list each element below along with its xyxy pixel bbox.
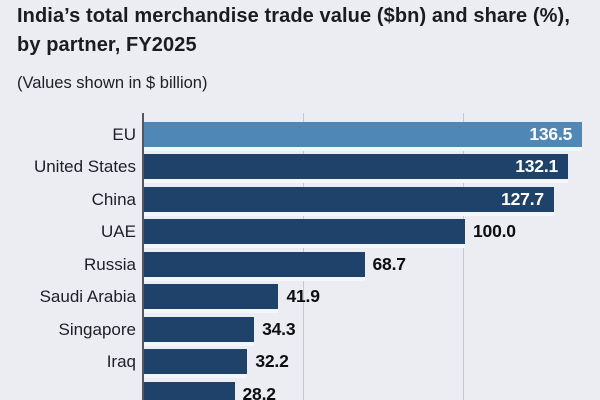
bar: 136.5 (144, 121, 583, 147)
category-label: United States (33, 157, 136, 176)
value-label: 34.3 (262, 318, 296, 339)
category-label: Iraq (106, 352, 136, 371)
category-label: Saudi Arabia (39, 287, 136, 306)
chart-subtitle: (Values shown in $ billion) (17, 74, 208, 92)
bar-row: Saudi Arabia 41.9 (0, 284, 600, 309)
bar-row: China 127.7 (0, 186, 600, 212)
value-label: 127.7 (501, 188, 544, 209)
bar (144, 349, 248, 374)
bar-row: UAE 100.0 (0, 219, 600, 244)
value-label: 100.0 (473, 221, 516, 241)
value-label: 32.2 (255, 351, 289, 371)
bar-row: Singapore 34.3 (0, 316, 600, 342)
bar: 127.7 (144, 186, 554, 212)
bar-row: Iraq 32.2 (0, 349, 600, 374)
bar (144, 219, 465, 244)
bar: 132.1 (144, 154, 569, 179)
value-label: 41.9 (286, 286, 320, 306)
value-label: 136.5 (529, 123, 573, 144)
gridline-x-100 (463, 113, 464, 400)
bar-row: 28.2 (0, 381, 600, 400)
bar-row: Russia 68.7 (0, 251, 600, 277)
value-label: 68.7 (372, 253, 406, 274)
bar (144, 381, 235, 400)
bar (144, 251, 365, 277)
chart-title: India’s total merchandise trade value ($… (17, 5, 570, 56)
y-axis-line (142, 113, 144, 400)
category-label: Russia (84, 254, 136, 274)
bar (144, 284, 279, 309)
bar (144, 316, 255, 342)
plot-area: EU 136.5 United States 132.1 China 127.7 UAE 10… (0, 113, 600, 400)
value-label: 132.1 (515, 156, 559, 176)
value-label: 28.2 (242, 383, 276, 400)
category-label: UAE (101, 222, 136, 241)
category-label: Singapore (58, 319, 136, 339)
bar-row: United States 132.1 (0, 154, 600, 179)
bar-row: EU 136.5 (0, 121, 600, 147)
category-label: EU (112, 124, 136, 144)
category-label: China (91, 189, 136, 209)
